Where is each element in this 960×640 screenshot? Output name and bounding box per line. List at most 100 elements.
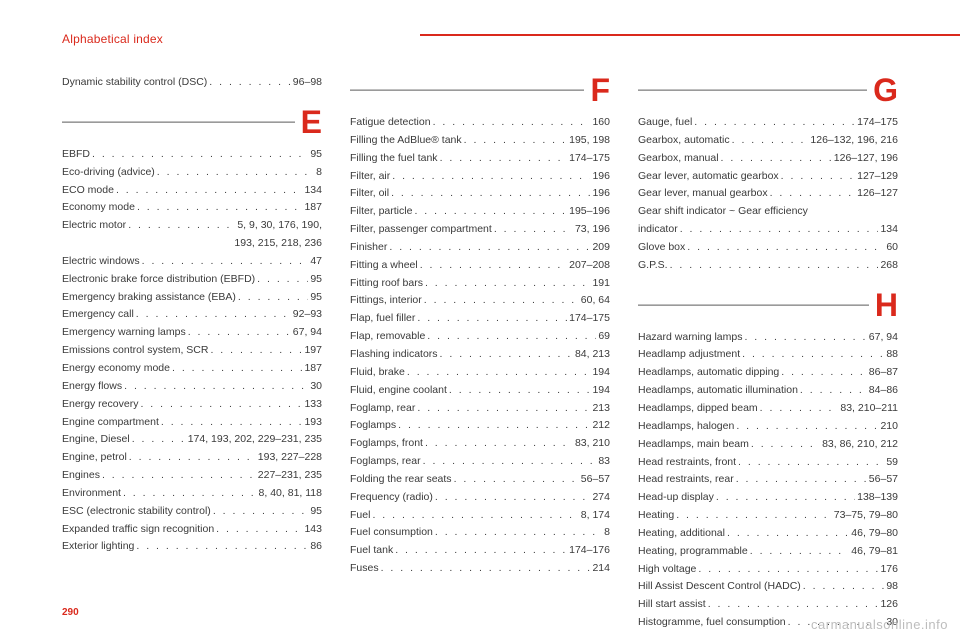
- index-entry: High voltage . . . . . . . . . . . . . .…: [638, 561, 898, 579]
- leader-dots: . . . . . . . . . . . . . . . . . . . . …: [435, 489, 591, 507]
- index-entry: Fuel tank . . . . . . . . . . . . . . . …: [350, 542, 610, 560]
- index-entry-pages: 194: [592, 364, 610, 382]
- index-entry: Gearbox, manual . . . . . . . . . . . . …: [638, 150, 898, 168]
- index-entry-pages: 8, 174: [581, 507, 610, 525]
- index-entry: Hazard warning lamps . . . . . . . . . .…: [638, 329, 898, 347]
- index-entry-label: Environment: [62, 485, 121, 503]
- index-entry-label: G.P.S.: [638, 257, 668, 275]
- leader-dots: . . . . . . . . . . . . . . . . . . . . …: [732, 132, 809, 150]
- index-entry: Fitting roof bars . . . . . . . . . . . …: [350, 275, 610, 293]
- index-entry: Heating, programmable . . . . . . . . . …: [638, 543, 898, 561]
- section-rule: [62, 121, 295, 123]
- leader-dots: . . . . . . . . . . . . . . . . . . . . …: [391, 185, 590, 203]
- leader-dots: . . . . . . . . . . . . . . . . . . . . …: [676, 507, 832, 525]
- index-entry-label: Frequency (radio): [350, 489, 433, 507]
- index-entry-pages: 197: [304, 342, 322, 360]
- index-entry-label: Heating: [638, 507, 674, 525]
- index-entry-pages: 176: [880, 561, 898, 579]
- leader-dots: . . . . . . . . . . . . . . . . . . . . …: [188, 324, 291, 342]
- index-entry-pages: 84–86: [869, 382, 898, 400]
- index-entry-label: Headlamps, halogen: [638, 418, 734, 436]
- index-entry: Heating . . . . . . . . . . . . . . . . …: [638, 507, 898, 525]
- index-entry-pages: 83, 86, 210, 212: [822, 436, 898, 454]
- index-entry-pages: 8, 40, 81, 118: [259, 485, 322, 503]
- page-number: 290: [62, 607, 79, 618]
- index-entry: Engine, petrol . . . . . . . . . . . . .…: [62, 449, 322, 467]
- section-block: E EBFD . . . . . . . . . . . . . . . . . …: [62, 106, 322, 556]
- section-rule: [638, 304, 869, 306]
- column: GGauge, fuel . . . . . . . . . . . . . .…: [638, 74, 898, 640]
- index-entry-pages: 210: [880, 418, 898, 436]
- leader-dots: . . . . . . . . . . . . . . . . . . . . …: [136, 538, 308, 556]
- index-entry: Headlamps, automatic illumination . . . …: [638, 382, 898, 400]
- index-entry: EBFD . . . . . . . . . . . . . . . . . .…: [62, 146, 322, 164]
- leader-dots: . . . . . . . . . . . . . . . . . . . . …: [102, 467, 256, 485]
- index-entry: Filling the AdBlue® tank . . . . . . . .…: [350, 132, 610, 150]
- index-entry: Flap, fuel filler . . . . . . . . . . . …: [350, 310, 610, 328]
- leader-dots: . . . . . . . . . . . . . . . . . . . . …: [454, 471, 579, 489]
- leader-dots: . . . . . . . . . . . . . . . . . . . . …: [123, 485, 257, 503]
- index-entry: Fatigue detection . . . . . . . . . . . …: [350, 114, 610, 132]
- index-entry-pages: 126–127, 196: [834, 150, 898, 168]
- index-entry-pages: 187: [304, 199, 322, 217]
- index-columns: Dynamic stability control (DSC) . . . . …: [62, 74, 898, 640]
- leader-dots: . . . . . . . . . . . . . . . . . . . . …: [423, 453, 597, 471]
- index-entry-pages: 126–127: [857, 185, 898, 203]
- leader-dots: . . . . . . . . . . . . . . . . . . . . …: [670, 257, 879, 275]
- index-entry: Filter, air . . . . . . . . . . . . . . …: [350, 168, 610, 186]
- index-entry-pages: 174–176: [569, 542, 610, 560]
- index-entry: Fluid, brake . . . . . . . . . . . . . .…: [350, 364, 610, 382]
- leader-dots: . . . . . . . . . . . . . . . . . . . . …: [781, 364, 867, 382]
- index-entry: Head restraints, front . . . . . . . . .…: [638, 454, 898, 472]
- index-entry-label: Gauge, fuel: [638, 114, 692, 132]
- section-head: E: [62, 106, 322, 138]
- leader-dots: . . . . . . . . . . . . . . . . . . . . …: [694, 114, 855, 132]
- index-entry-label: Foglamps, rear: [350, 453, 421, 471]
- index-entry-label: Gear lever, automatic gearbox: [638, 168, 779, 186]
- index-entry-pages: 195–196: [569, 203, 610, 221]
- index-entry-label: Engine compartment: [62, 414, 159, 432]
- index-entry-label: Gearbox, automatic: [638, 132, 730, 150]
- section-head: H: [638, 289, 898, 321]
- index-entry: Headlamp adjustment . . . . . . . . . . …: [638, 346, 898, 364]
- index-entry-label: Headlamps, main beam: [638, 436, 749, 454]
- leader-dots: . . . . . . . . . . . . . . . . . . . . …: [781, 168, 855, 186]
- index-entry-label: ESC (electronic stability control): [62, 503, 211, 521]
- index-entry-pages: 209: [592, 239, 610, 257]
- leader-dots: . . . . . . . . . . . . . . . . . . . . …: [803, 578, 885, 596]
- index-entry-pages: 268: [880, 257, 898, 275]
- index-entry: ECO mode . . . . . . . . . . . . . . . .…: [62, 182, 322, 200]
- leader-dots: . . . . . . . . . . . . . . . . . . . . …: [727, 525, 849, 543]
- index-entry-pages: 194: [592, 382, 610, 400]
- index-entry-pages: 274: [592, 489, 610, 507]
- index-entry: Filter, oil . . . . . . . . . . . . . . …: [350, 185, 610, 203]
- index-entry-pages: 95: [310, 146, 322, 164]
- leader-dots: . . . . . . . . . . . . . . . . . . . . …: [213, 503, 309, 521]
- index-entry: Frequency (radio) . . . . . . . . . . . …: [350, 489, 610, 507]
- section-letter: E: [301, 106, 322, 138]
- leader-dots: . . . . . . . . . . . . . . . . . . . . …: [381, 560, 591, 578]
- index-entry-label: Headlamp adjustment: [638, 346, 740, 364]
- index-entry-label: Engine, petrol: [62, 449, 127, 467]
- index-entry-pages: 227–231, 235: [258, 467, 322, 485]
- index-entry: Foglamps, front . . . . . . . . . . . . …: [350, 435, 610, 453]
- index-entry: Engine, Diesel . . . . . . . . . . . . .…: [62, 431, 322, 449]
- index-entry: Headlamps, dipped beam . . . . . . . . .…: [638, 400, 898, 418]
- index-entry: Energy recovery . . . . . . . . . . . . …: [62, 396, 322, 414]
- leader-dots: . . . . . . . . . . . . . . . . . . . . …: [216, 521, 302, 539]
- index-entry-label: EBFD: [62, 146, 90, 164]
- leader-dots: . . . . . . . . . . . . . . . . . . . . …: [424, 292, 579, 310]
- index-entry-pages: 213: [592, 400, 610, 418]
- leader-dots: . . . . . . . . . . . . . . . . . . . . …: [435, 524, 602, 542]
- index-entry-pages: 95: [310, 271, 322, 289]
- index-entry-label: Filter, oil: [350, 185, 389, 203]
- index-entry-pages: 67, 94: [869, 329, 898, 347]
- leader-dots: . . . . . . . . . . . . . . . . . . . . …: [407, 364, 591, 382]
- index-entry-label: Engines: [62, 467, 100, 485]
- index-entry-plain: Gear shift indicator ~ Gear efficiency: [638, 203, 898, 221]
- index-entry-label: Emergency call: [62, 306, 134, 324]
- index-entry-pages: 98: [886, 578, 898, 596]
- leader-dots: . . . . . . . . . . . . . . . . . . . . …: [389, 239, 590, 257]
- index-entry: Dynamic stability control (DSC) . . . . …: [62, 74, 322, 92]
- index-entry-label: Energy flows: [62, 378, 122, 396]
